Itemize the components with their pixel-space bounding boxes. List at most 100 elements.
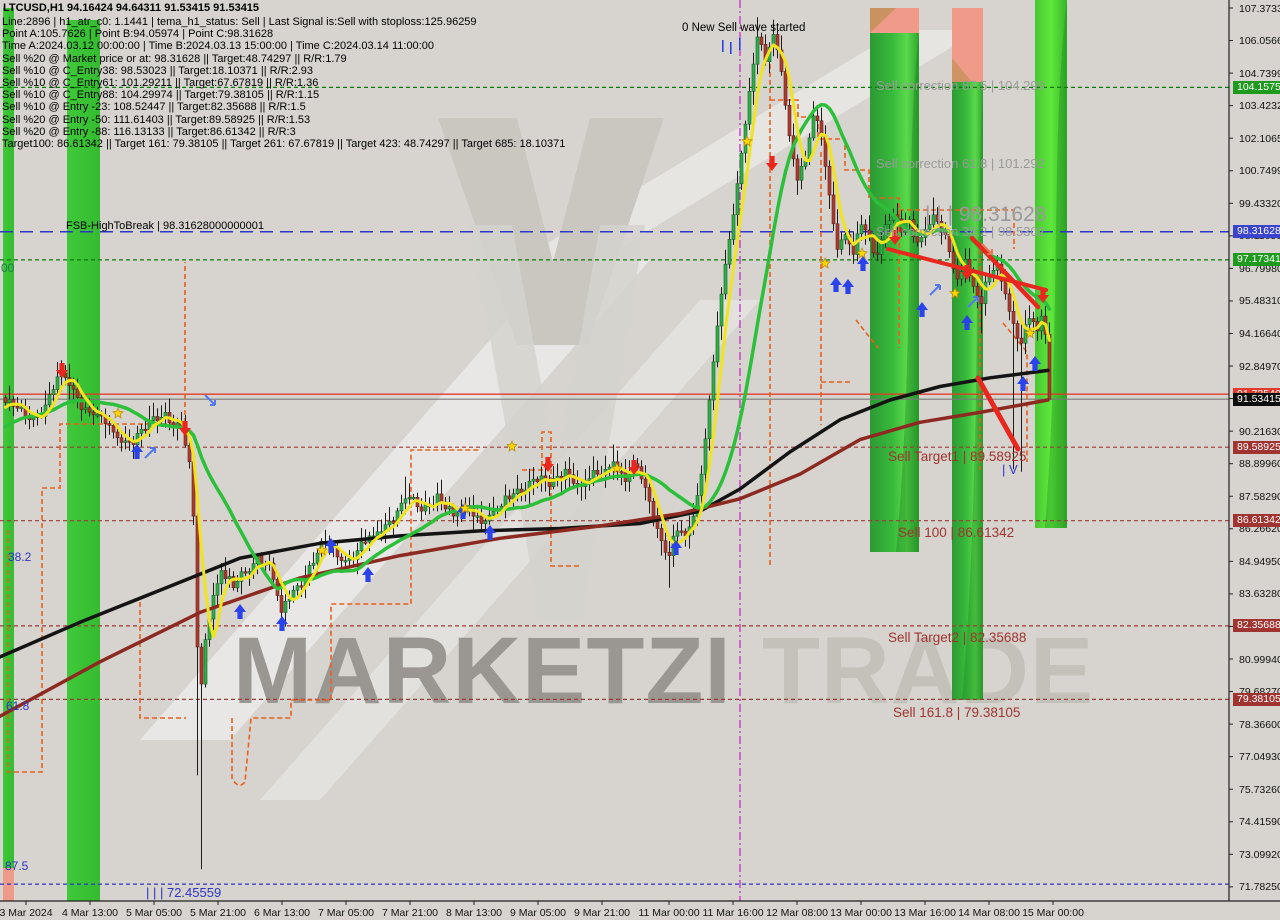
info-line: Sell %10 @ Entry -23: 108.52447 || Targe… xyxy=(2,101,306,114)
time-tick-label: 8 Mar 13:00 xyxy=(445,907,503,919)
time-axis[interactable]: 3 Mar 2024 4 Mar 13:00 5 Mar 05:00 5 Mar 21… xyxy=(0,901,1229,920)
ma-medium-green xyxy=(3,102,1052,591)
price-tick-label: 92.84970 xyxy=(1239,360,1280,373)
star-icon xyxy=(112,407,124,419)
sell-correction-38-label: Sell correction 38.2 | 98.5302 xyxy=(876,224,1045,239)
sell-100-label: Sell 100 | 86.61342 xyxy=(898,525,1015,540)
band xyxy=(3,8,14,868)
outline-arrow-icon xyxy=(929,284,941,296)
star-icon xyxy=(506,440,518,452)
time-tick-label: 12 Mar 08:00 xyxy=(766,907,828,919)
info-line: Sell %20 @ Entry -50: 111.61403 || Targe… xyxy=(2,113,311,126)
star-icon xyxy=(819,257,831,269)
signal-info-block: Line:2896 | h1_atr_c0: 1.1441 | tema_h1_… xyxy=(2,16,565,150)
price-badge: 97.17341 xyxy=(1233,253,1280,267)
symbol-title: LTCUSD,H1 94.16424 94.64311 91.53415 91.… xyxy=(3,2,260,14)
time-tick-label: 11 Mar 00:00 xyxy=(638,907,700,919)
star-icon xyxy=(316,544,328,556)
entry-price-label: | | | 98.31628 xyxy=(925,203,1047,226)
price-badge: 89.58925 xyxy=(1233,440,1280,454)
time-tick-label: 4 Mar 13:00 xyxy=(61,907,119,919)
price-tick-label: 73.09920 xyxy=(1239,848,1280,861)
price-tick-label: 75.73260 xyxy=(1239,783,1280,796)
buy-arrow-icon xyxy=(1029,356,1041,371)
buy-arrow-icon xyxy=(830,277,842,292)
buy-arrow-icon xyxy=(362,567,374,582)
star-icon xyxy=(459,502,471,514)
star-icon xyxy=(1024,327,1036,339)
buy-arrow-icon xyxy=(1017,376,1029,391)
buy-arrow-icon xyxy=(961,315,973,330)
sell-arrow-icon xyxy=(889,230,901,245)
price-tick-label: 94.16640 xyxy=(1239,328,1280,340)
price-tick-label: 84.94950 xyxy=(1239,555,1280,568)
buy-arrow-icon xyxy=(670,540,682,555)
peak-tick-icon xyxy=(722,40,724,52)
time-tick-label: 11 Mar 16:00 xyxy=(702,907,764,919)
price-tick-label: 90.21630 xyxy=(1239,425,1280,438)
price-tick-label: 104.73990 xyxy=(1239,67,1280,80)
price-badge: 82.35688 xyxy=(1233,619,1280,633)
outline-arrow-icon xyxy=(981,243,993,255)
info-line: Sell %20 @ Market price or at: 98.31628 … xyxy=(2,52,347,65)
time-tick-label: 9 Mar 21:00 xyxy=(573,907,631,919)
fsb-label: FSB-HighToBreak | 98.31628000000001 xyxy=(66,220,264,232)
star-icon xyxy=(949,287,961,299)
fib-618-label: 61.8 xyxy=(6,699,30,713)
ma-slow-maroon xyxy=(0,398,1050,718)
sell-arrow-icon xyxy=(1037,288,1049,303)
sell-arrow-icon xyxy=(961,265,973,280)
info-line: Sell %10 @ C_Entry38: 98.53023 || Target… xyxy=(2,64,314,77)
buy-arrow-icon xyxy=(234,604,246,619)
outline-arrow-icon xyxy=(967,296,979,308)
fib-875-label: 87.5 xyxy=(5,859,29,873)
info-line: Sell %10 @ C_Entry61: 101.29211 || Targe… xyxy=(2,76,319,89)
info-line: Time A:2024.03.12 00:00:00 | Time B:2024… xyxy=(2,40,434,53)
price-tick-label: 88.89960 xyxy=(1239,458,1280,471)
sell-correction-87-label: Sell correction 87.5 | 104.299 xyxy=(876,78,1045,93)
sell-arrow-icon xyxy=(766,156,778,171)
price-tick-label: 95.48310 xyxy=(1239,295,1280,308)
signal-bands xyxy=(3,0,1067,901)
price-badge: 104.15752 xyxy=(1233,80,1280,94)
buy-arrow-icon xyxy=(857,256,869,271)
sell-target1-label: Sell Target1 | 89.58925 xyxy=(888,449,1027,464)
fib-100-label: 00 xyxy=(1,261,15,275)
buy-arrow-icon xyxy=(916,302,928,317)
price-tick-label: 71.78250 xyxy=(1239,881,1280,894)
sell-arrow-icon xyxy=(628,460,640,475)
time-tick-label: 13 Mar 16:00 xyxy=(894,907,956,919)
price-tick-label: 83.63280 xyxy=(1239,588,1280,601)
signal-markers xyxy=(56,38,1049,631)
price-tick-label: 77.04930 xyxy=(1239,751,1280,764)
price-tick-label: 74.41590 xyxy=(1239,816,1280,829)
time-tick-label: 13 Mar 00:00 xyxy=(830,907,892,919)
trend-line xyxy=(975,375,1021,452)
sell-correction-61-label: Sell correction 61.8 | 101.292 xyxy=(876,156,1045,171)
peak-tick-icon xyxy=(730,42,732,54)
time-tick-label: 14 Mar 08:00 xyxy=(958,907,1020,919)
time-tick-label: 3 Mar 2024 xyxy=(0,907,53,919)
watermark-brand-right: TRADE xyxy=(762,618,1094,724)
time-tick-label: 9 Mar 05:00 xyxy=(509,907,567,919)
price-axis[interactable]: 107.37330 106.05660 104.73990 103.42320 102.… xyxy=(1233,0,1280,901)
sell-wave-label: 0 New Sell wave started xyxy=(682,22,806,34)
price-badge: 86.61342 xyxy=(1233,514,1280,528)
buy-arrow-icon xyxy=(842,279,854,294)
info-line: Sell %10 @ C_Entry88: 104.29974 || Targe… xyxy=(2,89,320,102)
sell-161-label: Sell 161.8 | 79.38105 xyxy=(893,705,1021,720)
time-tick-label: 6 Mar 13:00 xyxy=(253,907,311,919)
buy-arrow-icon xyxy=(484,525,496,540)
price-tick-label: 87.58290 xyxy=(1239,490,1280,503)
info-line: Target100: 86.61342 || Target 161: 79.38… xyxy=(2,137,566,150)
v-mark-label: | V xyxy=(1002,462,1018,477)
price-tick-label: 106.05660 xyxy=(1239,35,1280,48)
price-tick-label: 102.10650 xyxy=(1239,132,1280,145)
time-tick-label: 5 Mar 21:00 xyxy=(189,907,247,919)
buy-arrow-icon xyxy=(131,444,143,459)
time-tick-label: 5 Mar 05:00 xyxy=(125,907,183,919)
sell-arrow-icon xyxy=(542,457,554,472)
star-icon xyxy=(856,247,868,259)
star-icon xyxy=(611,462,623,474)
